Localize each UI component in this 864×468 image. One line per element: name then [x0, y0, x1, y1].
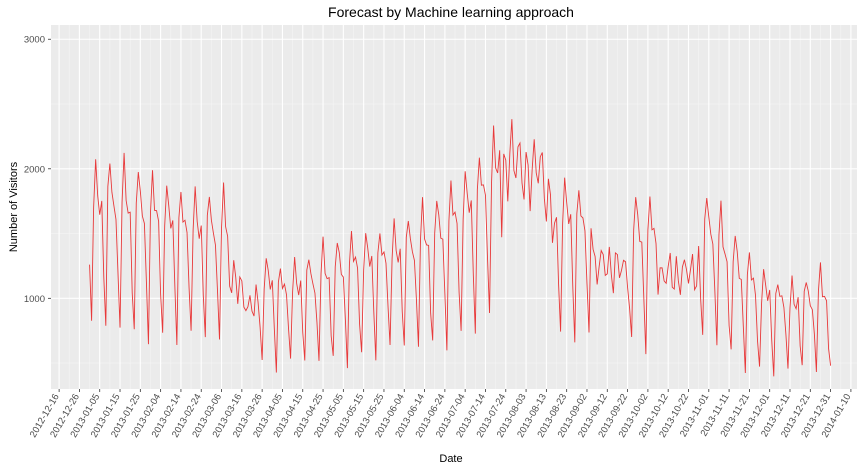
- chart-title: Forecast by Machine learning approach: [328, 4, 574, 20]
- y-tick-label: 2000: [24, 164, 45, 175]
- x-axis-title: Date: [439, 453, 462, 465]
- grid-major: [51, 25, 857, 389]
- y-tick-label: 1000: [24, 294, 45, 305]
- y-tick-label: 3000: [24, 35, 45, 46]
- y-axis-ticks: 1000 2000 3000: [24, 35, 51, 305]
- series-line: [89, 119, 832, 377]
- grid-minor: [51, 25, 857, 389]
- x-axis-ticks: 2012-12-162012-12-262013-01-052013-01-15…: [28, 389, 854, 440]
- y-axis-title: Number of Visitors: [8, 161, 20, 252]
- plot-panel: [51, 25, 857, 389]
